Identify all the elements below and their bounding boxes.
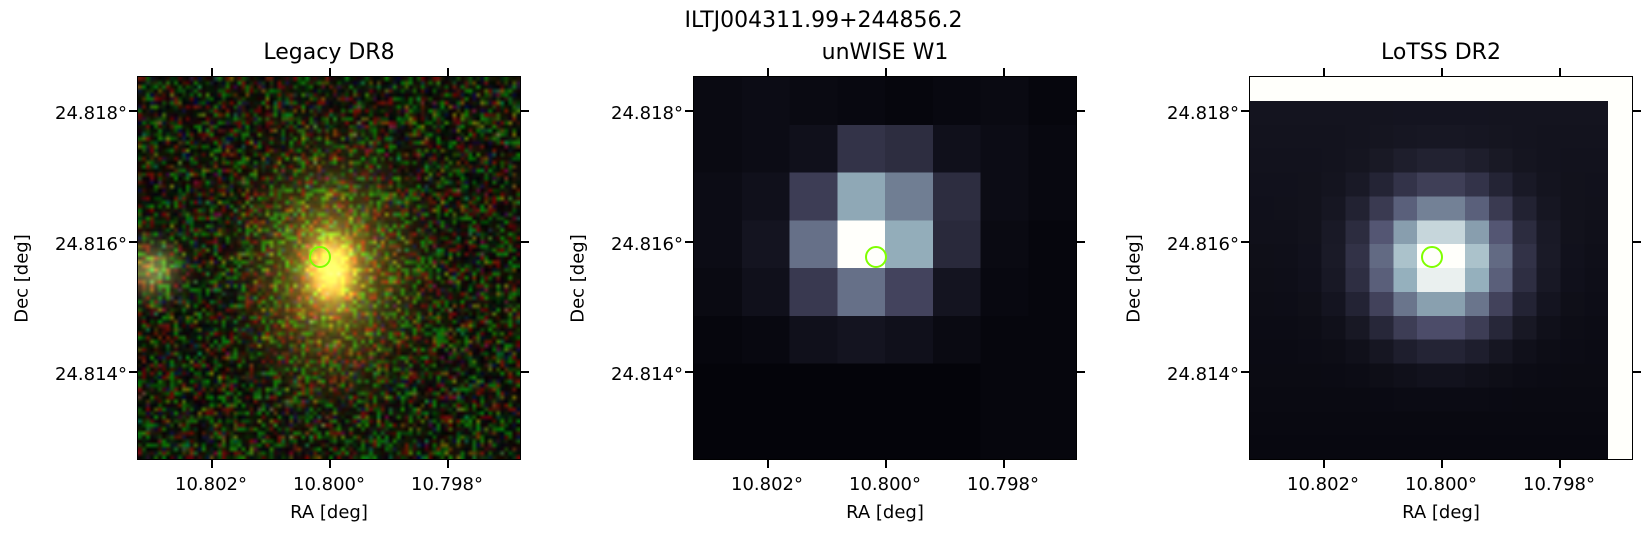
x-tick <box>1441 68 1443 76</box>
x-tick-label: 10.802° <box>731 474 803 495</box>
x-tick <box>211 68 213 76</box>
y-axis-title: Dec [deg] <box>1123 234 1145 323</box>
lotss-image <box>1250 77 1632 459</box>
x-tick-label: 10.800° <box>293 474 365 495</box>
x-tick <box>1559 460 1561 468</box>
x-tick <box>767 460 769 468</box>
x-tick-label: 10.800° <box>849 474 921 495</box>
x-tick <box>885 460 887 468</box>
x-tick <box>329 68 331 76</box>
x-axis-title: RA [deg] <box>290 502 368 523</box>
legacy-image <box>138 77 520 459</box>
panel-title: Legacy DR8 <box>263 40 395 65</box>
y-tick <box>685 110 693 112</box>
y-tick <box>1077 241 1085 243</box>
y-tick-label: 24.818° <box>611 103 683 124</box>
x-tick <box>767 68 769 76</box>
y-tick <box>521 241 529 243</box>
y-tick-label: 24.816° <box>611 234 683 255</box>
y-tick-label: 24.814° <box>611 364 683 385</box>
y-tick-label: 24.814° <box>55 364 127 385</box>
x-tick-label: 10.798° <box>967 474 1039 495</box>
x-tick <box>1559 68 1561 76</box>
y-tick <box>1633 110 1641 112</box>
image-axes <box>1249 76 1633 460</box>
x-tick-label: 10.802° <box>175 474 247 495</box>
y-tick-label: 24.818° <box>1167 103 1239 124</box>
x-axis-title: RA [deg] <box>846 502 924 523</box>
y-tick <box>1077 371 1085 373</box>
y-tick <box>1241 371 1249 373</box>
panel-lotss: LoTSS DR2 24.818° 24.816° 24.814° 10.802… <box>1112 0 1641 539</box>
x-tick <box>1441 460 1443 468</box>
y-tick-label: 24.816° <box>1167 234 1239 255</box>
x-tick <box>1323 68 1325 76</box>
panel-title: unWISE W1 <box>821 40 949 65</box>
unwise-image <box>694 77 1076 459</box>
source-marker <box>309 246 331 268</box>
y-tick-label: 24.818° <box>55 103 127 124</box>
y-tick <box>1633 371 1641 373</box>
y-tick <box>685 241 693 243</box>
panel-title: LoTSS DR2 <box>1381 40 1501 65</box>
x-tick-label: 10.802° <box>1287 474 1359 495</box>
y-tick <box>1241 110 1249 112</box>
y-tick <box>129 110 137 112</box>
source-marker <box>865 246 887 268</box>
y-tick <box>129 371 137 373</box>
x-tick <box>447 460 449 468</box>
x-axis-title: RA [deg] <box>1402 502 1480 523</box>
image-axes <box>693 76 1077 460</box>
y-axis-title: Dec [deg] <box>11 234 33 323</box>
figure-title: ILTJ004311.99+244856.2 <box>684 8 963 33</box>
y-tick <box>1241 241 1249 243</box>
y-tick <box>129 241 137 243</box>
panel-unwise: unWISE W1 24.818° 24.816° 24.814° 10.802… <box>556 0 1085 539</box>
y-tick <box>1633 241 1641 243</box>
source-marker <box>1421 246 1443 268</box>
panel-legacy: Legacy DR8 24.818° 24.816° 24.814° 10.80… <box>0 0 529 539</box>
x-tick-label: 10.798° <box>411 474 483 495</box>
y-tick <box>685 371 693 373</box>
x-tick <box>1003 460 1005 468</box>
x-tick <box>211 460 213 468</box>
image-axes <box>137 76 521 460</box>
y-tick-label: 24.816° <box>55 234 127 255</box>
x-tick <box>885 68 887 76</box>
x-tick <box>447 68 449 76</box>
x-tick-label: 10.798° <box>1523 474 1595 495</box>
y-tick <box>1077 110 1085 112</box>
y-axis-title: Dec [deg] <box>567 234 589 323</box>
y-tick <box>521 371 529 373</box>
y-tick <box>521 110 529 112</box>
x-tick <box>329 460 331 468</box>
x-tick-label: 10.800° <box>1405 474 1477 495</box>
x-tick <box>1003 68 1005 76</box>
y-tick-label: 24.814° <box>1167 364 1239 385</box>
x-tick <box>1323 460 1325 468</box>
